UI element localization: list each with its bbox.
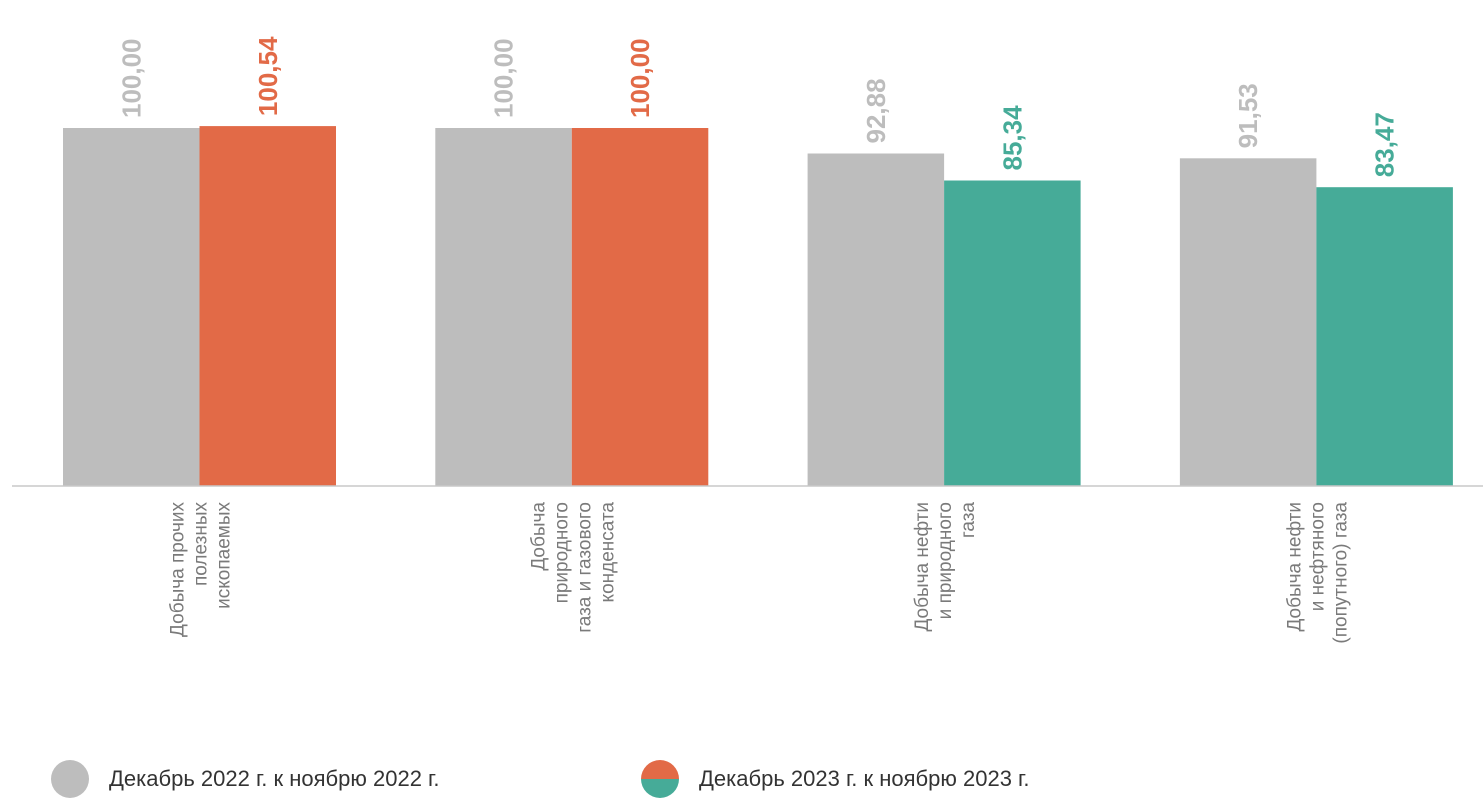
category-label-2-line-2: газа <box>958 502 979 539</box>
category-label-0-line-1: полезных <box>191 502 212 587</box>
value-label-series-0-cat-0: 100,00 <box>116 38 146 118</box>
category-label-2: Добыча нефти и природного газа <box>912 502 979 632</box>
category-label-0: Добыча прочих полезных ископаемых <box>168 502 235 637</box>
category-labels-group: Добыча прочих полезных ископаемых Добыча при… <box>168 502 1352 644</box>
bar-series-0-cat-0 <box>63 128 200 486</box>
category-label-3-line-0: Добыча нефти <box>1284 502 1305 632</box>
value-label-series-1-cat-2: 85,34 <box>997 105 1027 171</box>
category-label-1-line-1: природного <box>551 502 572 603</box>
category-label-0-line-2: ископаемых <box>214 502 235 609</box>
legend-marker-2022 <box>51 760 89 798</box>
category-label-1-line-0: Добыча <box>528 502 549 571</box>
bar-series-1-cat-0 <box>199 126 336 486</box>
legend-label-2023: Декабрь 2023 г. к ноябрю 2023 г. <box>699 766 1030 791</box>
legend-marker-2023 <box>641 760 679 798</box>
bar-series-1-cat-2 <box>944 180 1081 486</box>
category-label-1-line-3: конденсата <box>597 502 618 603</box>
bar-series-0-cat-1 <box>435 128 572 486</box>
value-label-series-0-cat-3: 91,53 <box>1233 83 1263 148</box>
category-label-1-line-2: газа и газового <box>574 502 595 633</box>
category-label-3: Добыча нефти и нефтяного (попутного) газа <box>1284 502 1351 644</box>
legend-label-2022: Декабрь 2022 г. к ноябрю 2022 г. <box>109 766 440 791</box>
value-label-series-1-cat-0: 100,54 <box>253 36 283 116</box>
bar-series-1-cat-1 <box>571 128 709 486</box>
value-label-series-1-cat-1: 100,00 <box>625 38 655 118</box>
value-label-series-1-cat-3: 83,47 <box>1370 112 1400 177</box>
category-label-3-line-2: (попутного) газа <box>1330 502 1351 644</box>
category-label-2-line-0: Добыча нефти <box>912 502 933 632</box>
category-label-0-line-0: Добыча прочих <box>168 502 189 637</box>
value-labels-group: 100,00 100,54 100,00 100,00 92,88 85,34 91,53 8… <box>116 36 1399 177</box>
bar-series-0-cat-2 <box>807 153 945 486</box>
category-label-2-line-1: и природного <box>935 502 956 619</box>
category-label-1: Добыча природного газа и газового конденсат… <box>528 502 618 633</box>
value-label-series-0-cat-1: 100,00 <box>489 38 519 118</box>
bars-group <box>63 126 1453 487</box>
bar-series-1-cat-3 <box>1316 187 1453 486</box>
legend-item-2022[interactable]: Декабрь 2022 г. к ноябрю 2022 г. <box>51 760 440 798</box>
legend-item-2023[interactable]: Декабрь 2023 г. к ноябрю 2023 г. <box>641 760 1030 798</box>
category-label-3-line-1: и нефтяного <box>1307 502 1328 611</box>
value-label-series-0-cat-2: 92,88 <box>861 78 891 143</box>
bar-series-0-cat-3 <box>1179 158 1317 487</box>
